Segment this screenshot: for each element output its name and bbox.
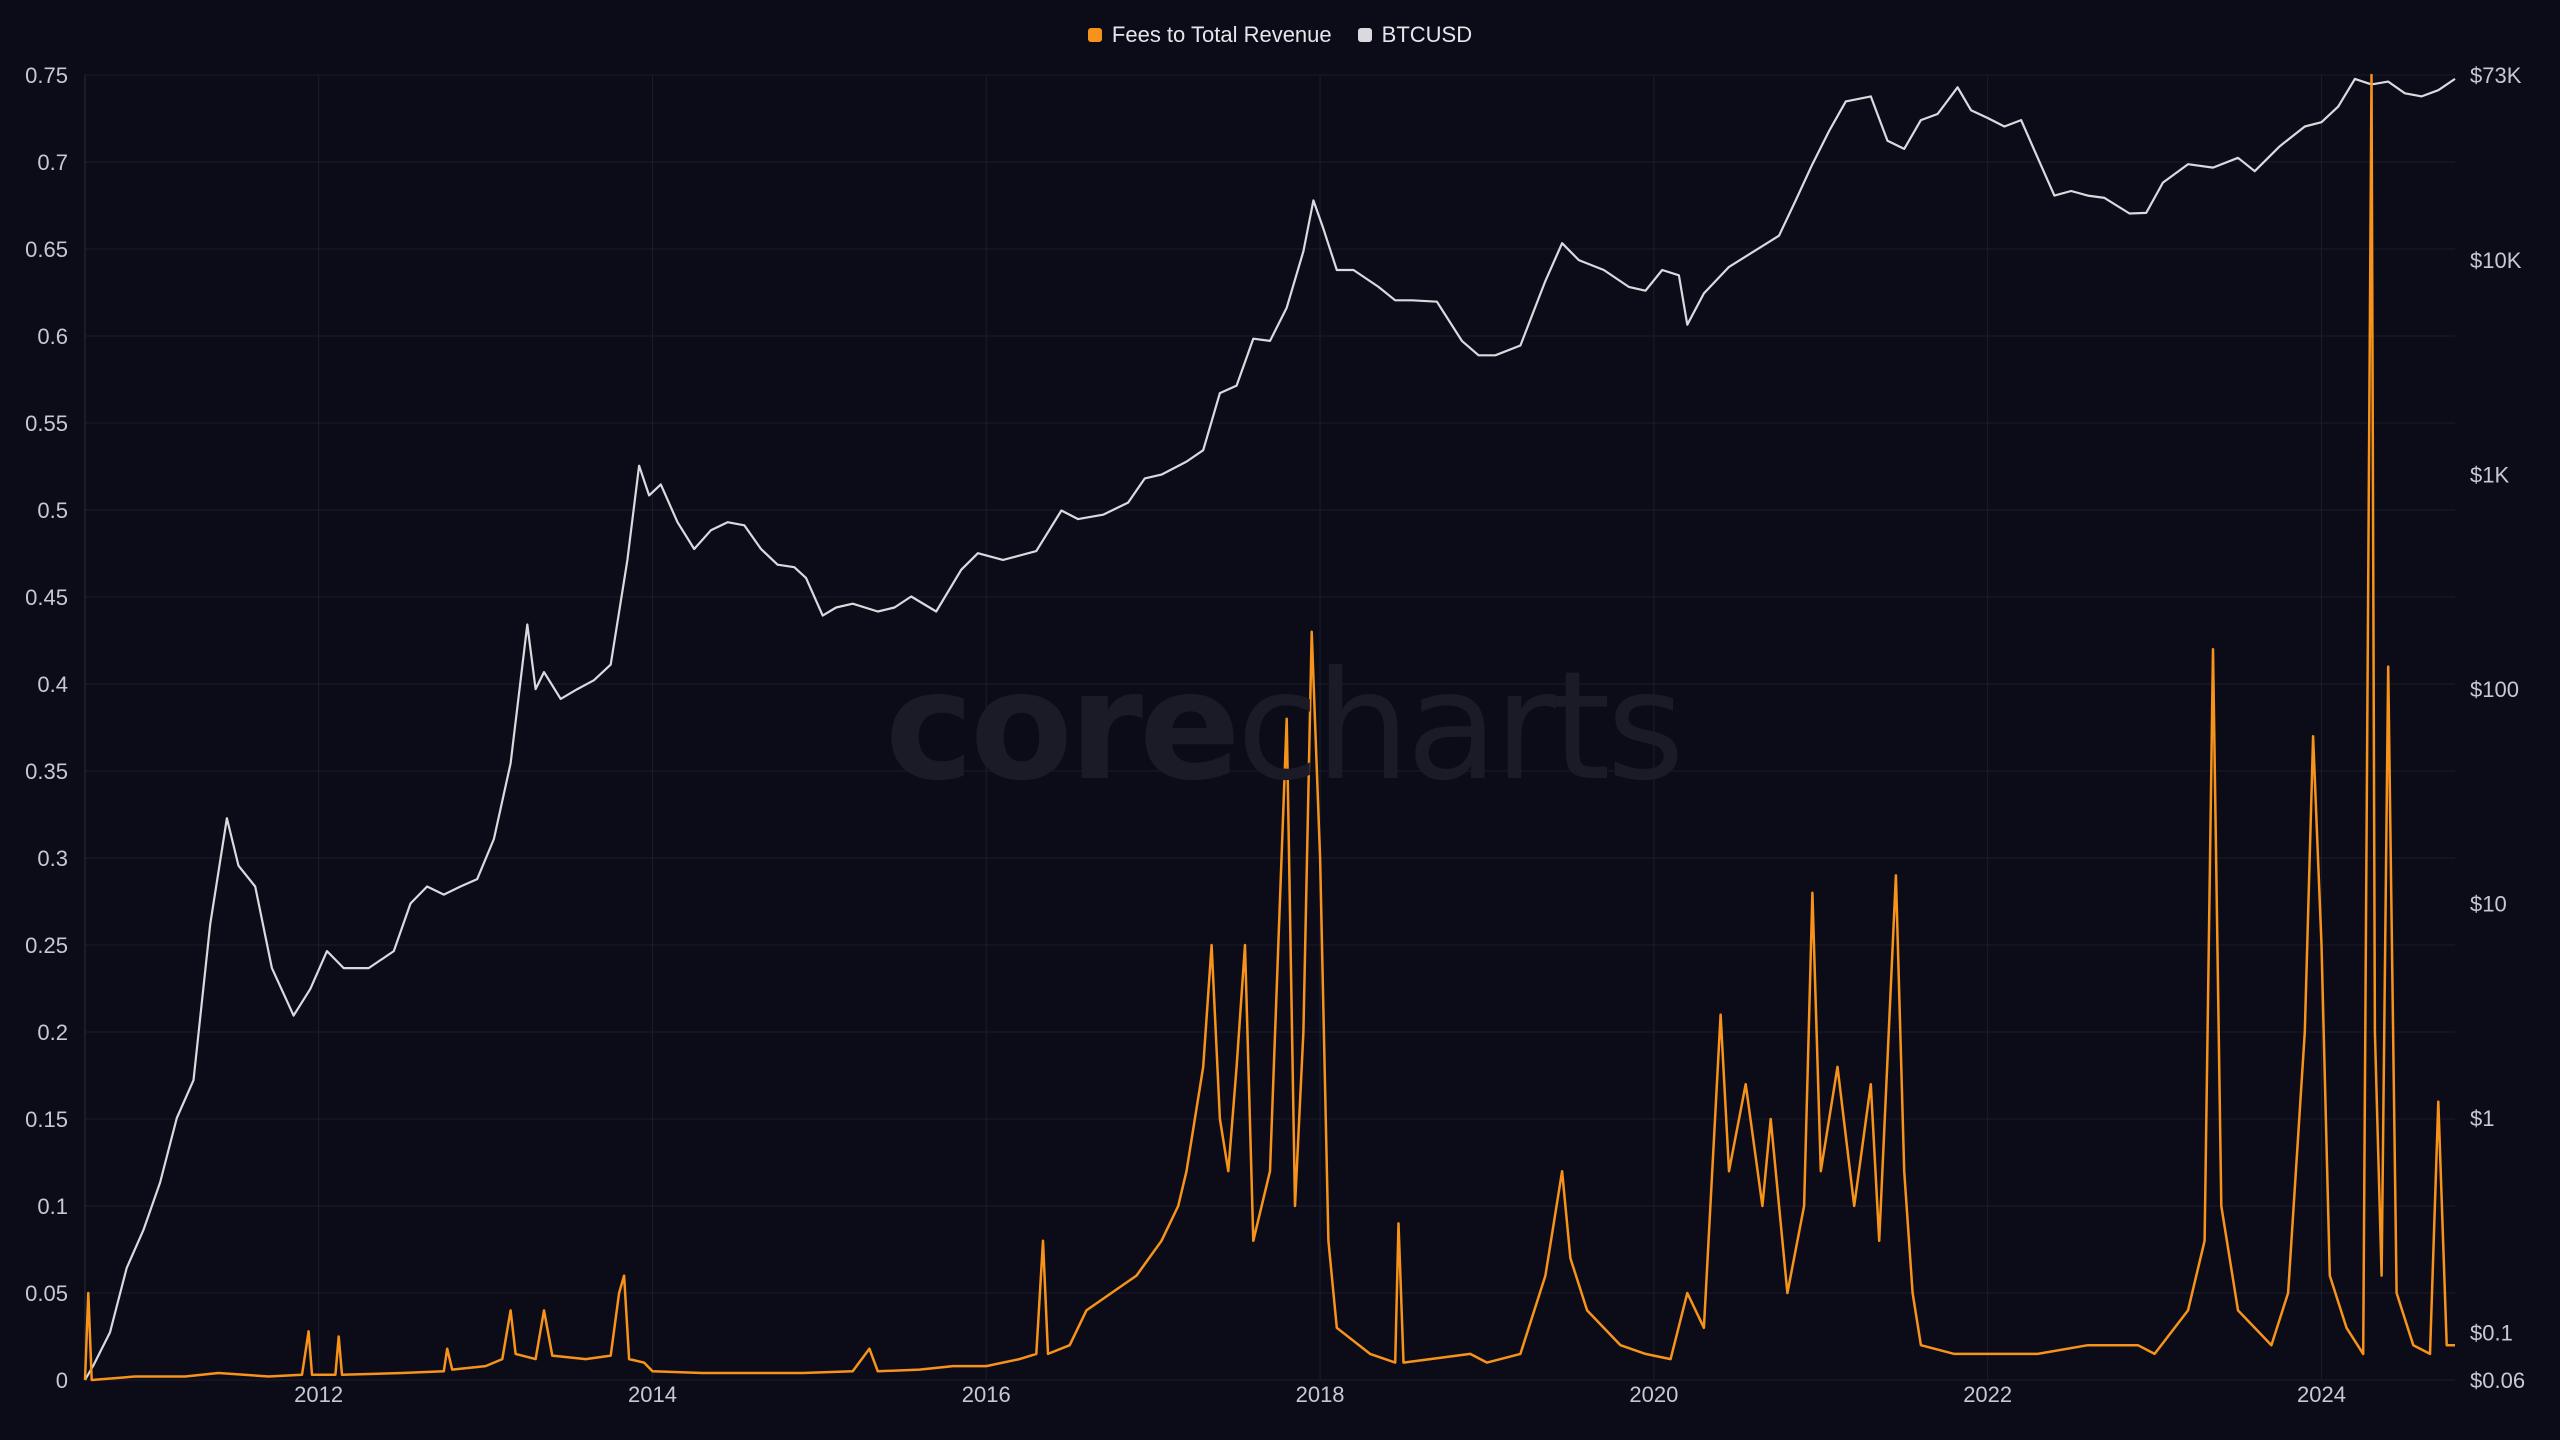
left-tick-label-8: 0.4 — [37, 672, 68, 697]
left-tick-label-14: 0.7 — [37, 150, 68, 175]
right-y-axis: $73K $10K $1K $100 $10 $1 $0.1 $0.06 — [2470, 63, 2525, 1393]
watermark-thin: charts — [1236, 640, 1685, 814]
left-tick-label-6: 0.3 — [37, 846, 68, 871]
x-tick-label-0: 2012 — [294, 1382, 343, 1407]
left-tick-label-1: 0.05 — [25, 1281, 68, 1306]
legend-swatch-btcusd — [1357, 28, 1372, 42]
x-tick-label-6: 2024 — [2297, 1382, 2346, 1407]
legend-label-btcusd: BTCUSD — [1381, 22, 1473, 47]
watermark-bold: core — [885, 640, 1241, 814]
legend-label-fees: Fees to Total Revenue — [1111, 22, 1332, 47]
btcusd-series — [84, 77, 2456, 1381]
x-tick-label-5: 2022 — [1963, 1382, 2012, 1407]
x-tick-label-1: 2014 — [628, 1382, 677, 1407]
left-tick-label-2: 0.1 — [37, 1194, 68, 1219]
left-tick-label-15: 0.75 — [25, 63, 68, 88]
right-tick-label-7: $0.06 — [2470, 1368, 2525, 1393]
left-tick-label-3: 0.15 — [25, 1107, 68, 1132]
right-tick-label-4: $10 — [2470, 892, 2507, 917]
x-tick-label-2: 2016 — [962, 1382, 1011, 1407]
right-tick-label-6: $0.1 — [2470, 1320, 2513, 1345]
right-tick-label-0: $73K — [2470, 63, 2522, 88]
left-tick-label-9: 0.45 — [25, 585, 68, 610]
right-tick-label-3: $100 — [2470, 677, 2519, 702]
left-tick-label-0: 0 — [56, 1368, 68, 1393]
btcusd-line — [84, 77, 2456, 1381]
legend-item-btcusd[interactable]: BTCUSD — [1357, 22, 1473, 48]
fees-line — [83, 73, 2455, 1382]
right-tick-label-1: $10K — [2470, 248, 2522, 273]
left-tick-label-11: 0.55 — [25, 411, 68, 436]
left-tick-label-4: 0.2 — [37, 1020, 68, 1045]
left-y-axis: 0 0.05 0.1 0.15 0.2 0.25 0.3 0.35 0.4 0.45 0.5 0.55… — [25, 63, 68, 1393]
x-axis: 2012 2014 2016 2018 2020 2022 2024 — [294, 1382, 2346, 1407]
legend-item-fees[interactable]: Fees to Total Revenue — [1087, 22, 1332, 48]
left-tick-label-12: 0.6 — [37, 324, 68, 349]
watermark: corecharts — [885, 640, 1685, 814]
left-tick-label-13: 0.65 — [25, 237, 68, 262]
right-tick-label-2: $1K — [2470, 463, 2509, 488]
fees-series — [83, 73, 2455, 1382]
right-tick-label-5: $1 — [2470, 1106, 2494, 1131]
x-tick-label-4: 2020 — [1629, 1382, 1678, 1407]
left-tick-label-5: 0.25 — [25, 933, 68, 958]
x-tick-label-3: 2018 — [1296, 1382, 1345, 1407]
left-tick-label-10: 0.5 — [37, 498, 68, 523]
left-tick-label-7: 0.35 — [25, 759, 68, 784]
legend: Fees to Total Revenue BTCUSD — [0, 22, 2560, 48]
legend-swatch-fees — [1087, 28, 1102, 42]
grid — [84, 74, 2455, 1381]
